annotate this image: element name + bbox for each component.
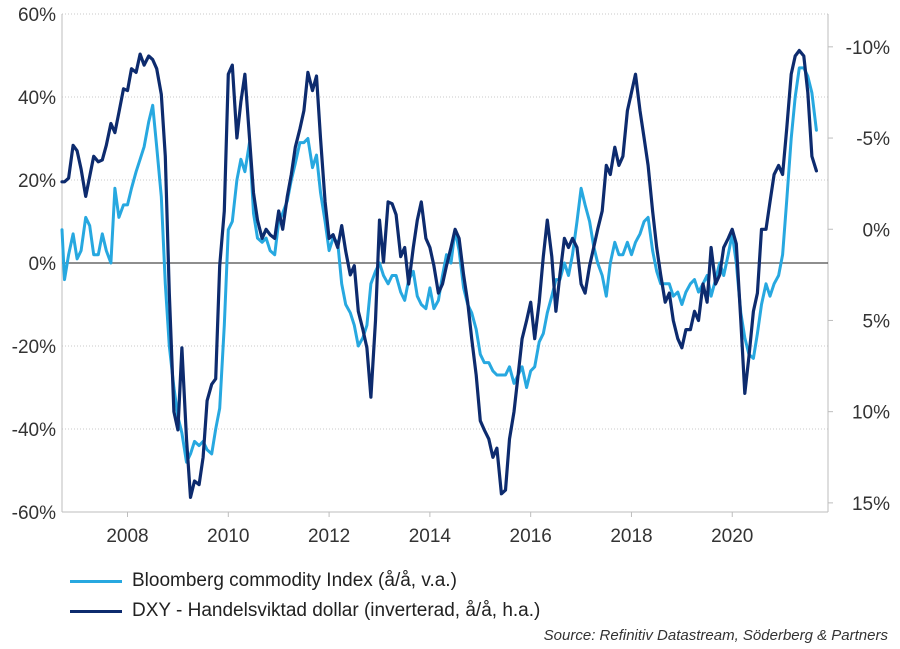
legend-label-dxy: DXY - Handelsviktad dollar (inverterad, … — [132, 600, 541, 621]
x-tick-label: 2010 — [207, 526, 249, 547]
left-tick-label: 40% — [18, 88, 56, 109]
right-tick-label: 0% — [863, 220, 891, 241]
series-line-dxy — [60, 48, 818, 499]
x-tick-label: 2020 — [711, 526, 753, 547]
legend-item-commodity: Bloomberg commodity Index (å/å, v.a.) — [70, 566, 540, 596]
x-tick-label: 2014 — [409, 526, 452, 547]
x-tick-label: 2016 — [510, 526, 552, 547]
x-tick-label: 2012 — [308, 526, 350, 547]
right-tick-label: -5% — [856, 129, 890, 150]
legend-label-commodity: Bloomberg commodity Index (å/å, v.a.) — [132, 570, 457, 591]
right-tick-label: -10% — [846, 38, 890, 59]
left-tick-label: -20% — [12, 337, 56, 358]
x-tick-label: 2018 — [610, 526, 652, 547]
source-note: Source: Refinitiv Datastream, Söderberg … — [543, 627, 888, 644]
right-tick-label: 15% — [852, 494, 890, 515]
right-tick-label: 5% — [863, 311, 891, 332]
left-tick-label: -60% — [12, 503, 56, 524]
left-tick-label: -40% — [12, 420, 56, 441]
left-tick-label: 0% — [29, 254, 57, 275]
left-tick-label: 20% — [18, 171, 56, 192]
legend: Bloomberg commodity Index (å/å, v.a.) DX… — [70, 566, 540, 626]
line-chart: 60% 40% 20% 0% -20% -40% -60% -10% -5% 0% 5% 10% 15%… — [12, 5, 891, 547]
legend-item-dxy: DXY - Handelsviktad dollar (inverterad, … — [70, 596, 540, 626]
left-tick-label: 60% — [18, 5, 56, 26]
legend-swatch-commodity — [70, 579, 122, 583]
x-tick-label: 2008 — [106, 526, 148, 547]
legend-swatch-dxy — [70, 609, 122, 613]
right-tick-label: 10% — [852, 403, 890, 424]
